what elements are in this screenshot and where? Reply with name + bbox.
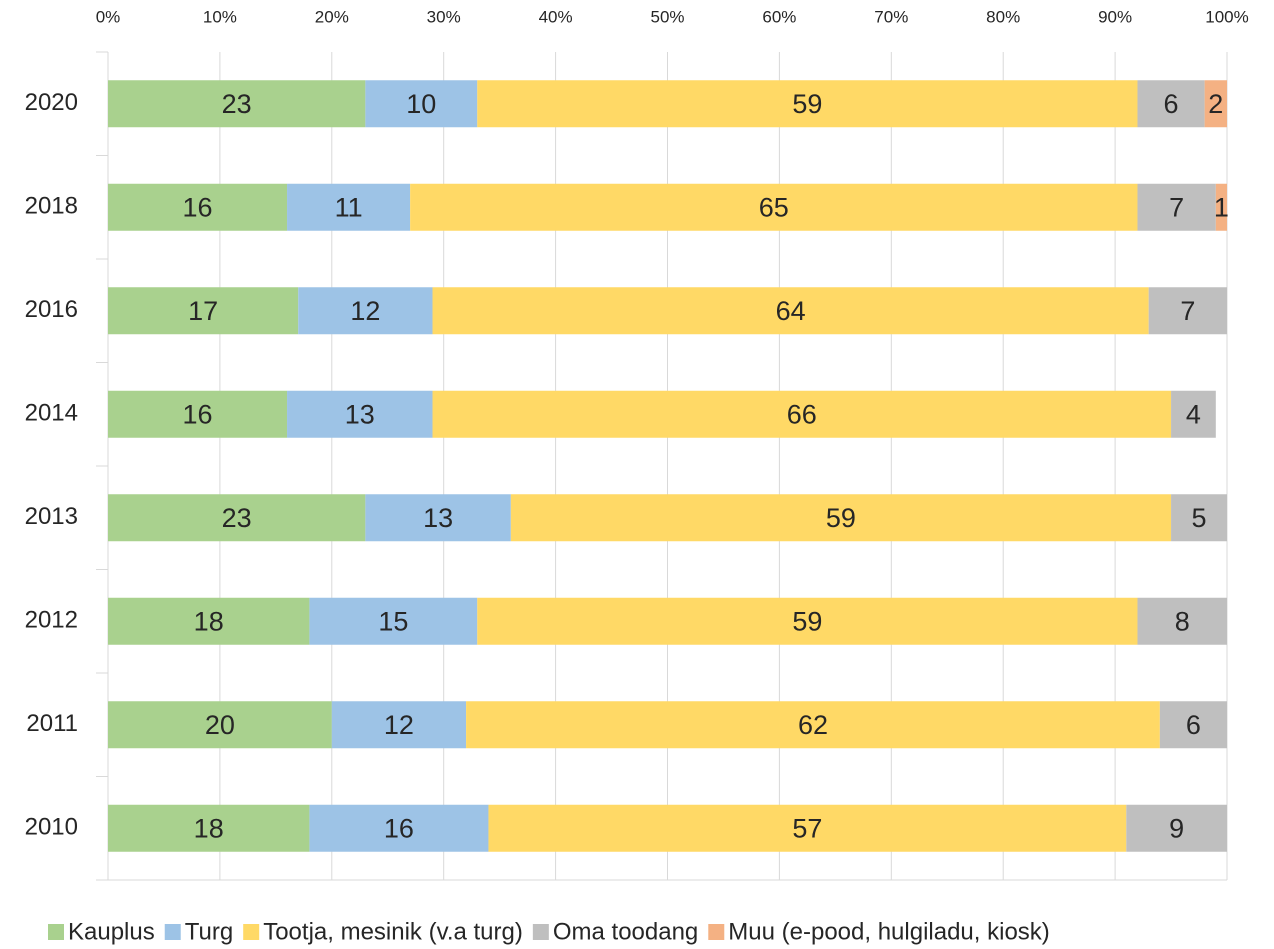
y-tick-label: 2018	[25, 193, 78, 220]
bar-segment	[287, 183, 411, 231]
legend-swatch	[243, 924, 260, 940]
x-tick-label: 70%	[874, 7, 908, 26]
data-label: 5	[1192, 503, 1207, 533]
legend-label: Muu (e-pood, hulgiladu, kiosk)	[728, 918, 1050, 945]
bar-segment	[309, 597, 478, 645]
data-label: 20	[205, 710, 235, 740]
y-tick-label: 2010	[25, 814, 78, 841]
data-label: 12	[384, 710, 414, 740]
x-tick-label: 100%	[1205, 7, 1248, 26]
bar-segment	[287, 390, 433, 438]
bar-segment	[309, 804, 489, 852]
x-tick-label: 0%	[96, 7, 121, 26]
bar-segment	[477, 80, 1138, 128]
y-tick-label: 2013	[25, 503, 78, 530]
x-tick-label: 10%	[203, 7, 237, 26]
bar-segment	[108, 390, 288, 438]
legend-swatch	[48, 924, 64, 940]
data-label: 23	[222, 503, 252, 533]
bar-segment	[365, 80, 478, 128]
bar-segment	[108, 494, 366, 542]
x-tick-label: 90%	[1098, 7, 1132, 26]
data-label: 18	[194, 813, 224, 843]
bar-segment	[488, 804, 1127, 852]
bar-segment	[510, 494, 1172, 542]
legend-label: Kauplus	[68, 918, 155, 945]
data-label: 18	[194, 606, 224, 636]
data-label: 59	[826, 503, 856, 533]
data-label: 57	[792, 813, 822, 843]
data-label: 65	[759, 192, 789, 222]
bar-segment	[108, 597, 310, 645]
data-label: 6	[1164, 89, 1179, 119]
data-label: 9	[1169, 813, 1184, 843]
legend-label: Tootja, mesinik (v.a turg)	[263, 918, 523, 945]
legend-label: Oma toodang	[553, 918, 698, 945]
bar-segment	[1137, 80, 1205, 128]
bar-segment	[108, 80, 366, 128]
bar-segment	[108, 183, 288, 231]
data-label: 66	[787, 399, 817, 429]
data-label: 7	[1180, 296, 1195, 326]
legend-label: Turg	[185, 918, 233, 945]
data-label: 8	[1175, 606, 1190, 636]
data-label: 10	[406, 89, 436, 119]
data-label: 64	[776, 296, 806, 326]
bar-segment	[1215, 183, 1227, 231]
data-label: 23	[222, 89, 252, 119]
data-label: 15	[378, 606, 408, 636]
data-label: 12	[350, 296, 380, 326]
y-tick-label: 2020	[25, 89, 78, 116]
legend-swatch	[532, 924, 549, 940]
bar-segment	[1137, 597, 1227, 645]
x-tick-label: 40%	[539, 7, 573, 26]
bar-segment	[1171, 494, 1227, 542]
y-tick-label: 2016	[25, 296, 78, 323]
bar-segment	[1204, 80, 1227, 128]
bar-segment	[410, 183, 1138, 231]
y-tick-label: 2012	[25, 607, 78, 634]
bar-segment	[466, 701, 1160, 749]
x-tick-label: 80%	[986, 7, 1020, 26]
data-label: 6	[1186, 710, 1201, 740]
bar-segment	[108, 287, 299, 335]
data-label: 7	[1169, 192, 1184, 222]
data-label: 16	[182, 399, 212, 429]
bar-segment	[1159, 701, 1227, 749]
bar-segment	[108, 804, 310, 852]
x-tick-label: 60%	[762, 7, 796, 26]
legend-swatch	[164, 924, 181, 940]
data-label: 59	[792, 606, 822, 636]
bar-segment	[1137, 183, 1216, 231]
data-label: 62	[798, 710, 828, 740]
bar-segment	[108, 701, 332, 749]
data-label: 16	[384, 813, 414, 843]
legend-swatch	[708, 924, 725, 940]
data-label: 2	[1208, 89, 1223, 119]
data-label: 13	[345, 399, 375, 429]
x-tick-label: 30%	[427, 7, 461, 26]
data-label: 11	[335, 192, 363, 222]
data-label: 13	[423, 503, 453, 533]
bar-segment	[477, 597, 1138, 645]
bar-segment	[432, 287, 1149, 335]
bar-segment	[331, 701, 467, 749]
data-label: 17	[188, 296, 218, 326]
y-tick-label: 2014	[25, 400, 78, 427]
bar-segment	[365, 494, 511, 542]
data-label: 1	[1214, 192, 1229, 222]
bar-segment	[1171, 390, 1216, 438]
bar-segment	[298, 287, 433, 335]
bar-segment	[1126, 804, 1227, 852]
bar-segment	[1148, 287, 1227, 335]
x-tick-label: 20%	[315, 7, 349, 26]
data-label: 4	[1186, 399, 1201, 429]
y-tick-label: 2011	[26, 710, 78, 737]
data-label: 59	[792, 89, 822, 119]
x-tick-label: 50%	[650, 7, 684, 26]
bar-segment	[432, 390, 1172, 438]
data-label: 16	[182, 192, 212, 222]
